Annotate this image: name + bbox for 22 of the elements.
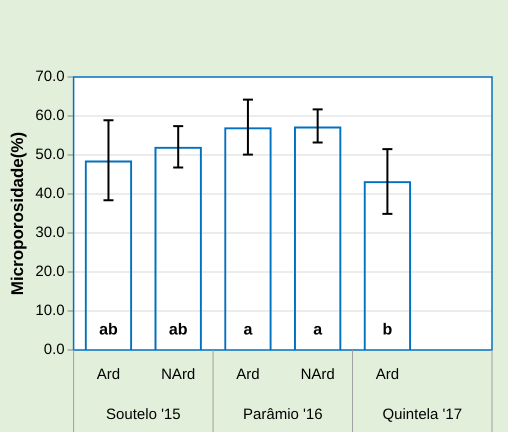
data-label: ab [168, 321, 188, 338]
data-label: b [382, 321, 393, 338]
x-tick-label: NArd [300, 366, 335, 384]
text: Quintela '17 [382, 406, 462, 424]
y-tick-label: 70.0 [35, 68, 65, 86]
y-axis-title: Microporosidade(%) [8, 132, 27, 296]
y-tick-label: 50.0 [35, 146, 65, 164]
x-tick-label: Ard [236, 366, 260, 384]
text: Parâmio '16 [243, 406, 323, 424]
data-label: a [243, 321, 252, 338]
data-label: a [313, 321, 322, 338]
y-tick-label: 10.0 [35, 302, 65, 320]
x-tick-label: Ard [376, 366, 400, 384]
y-tick-label: 60.0 [35, 107, 65, 124]
text: Soutelo '15 [106, 406, 181, 424]
y-tick-label: 30.0 [35, 224, 65, 242]
y-tick-label: 0.0 [44, 341, 65, 358]
y-tick-label: 20.0 [35, 263, 65, 280]
x-tick-label: NArd [161, 366, 196, 384]
x-tick-label: Ard [96, 366, 120, 384]
y-tick-label: 40.0 [35, 185, 65, 202]
data-label: ab [99, 321, 118, 338]
